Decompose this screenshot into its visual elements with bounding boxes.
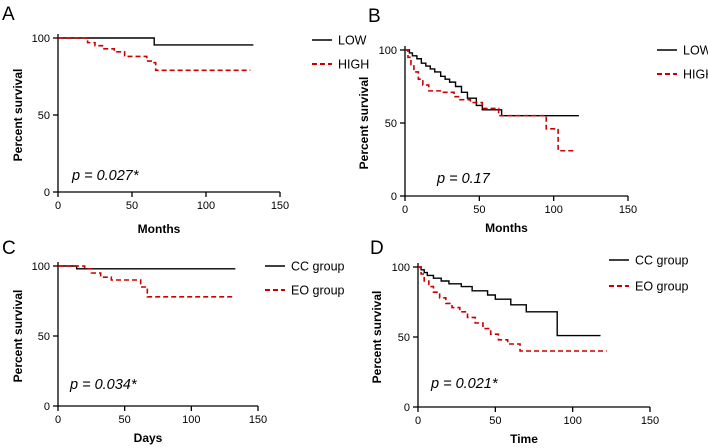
x-tick-label: 150 <box>619 204 637 216</box>
panel-b: B 0 50 100 0 50 100 150 Months Percent survival LO… <box>357 6 708 235</box>
series-line-low <box>405 49 579 117</box>
panel-a: A 0 50 100 0 50 100 150 Months Percent survival LO… <box>2 4 369 236</box>
y-tick-label: 0 <box>404 402 410 414</box>
y-tick-label: 50 <box>398 332 410 344</box>
y-tick-label: 50 <box>38 331 50 343</box>
x-tick-label: 0 <box>55 200 61 212</box>
y-tick-label: 100 <box>32 261 50 273</box>
legend-label: LOW <box>338 34 367 48</box>
y-axis-label: Percent survival <box>11 290 25 383</box>
y-axis-label: Percent survival <box>357 77 371 170</box>
y-axis-label: Percent survival <box>370 291 384 384</box>
series-line-eo-group <box>418 266 607 352</box>
y-tick-label: 100 <box>392 262 410 274</box>
legend-label: EO group <box>291 284 345 298</box>
x-axis-label: Time <box>510 432 538 446</box>
x-tick-label: 100 <box>197 200 215 212</box>
x-tick-label: 0 <box>415 415 421 427</box>
p-value-annotation: p = 0.034* <box>69 377 138 393</box>
y-tick-label: 0 <box>44 187 50 199</box>
x-tick-label: 150 <box>249 414 267 426</box>
panel-letter: D <box>370 238 384 259</box>
panel-c: C 0 50 100 0 50 100 150 Days Percent survival CC g… <box>2 238 345 445</box>
x-tick-label: 50 <box>119 414 131 426</box>
series-line-low <box>58 37 254 46</box>
x-tick-label: 50 <box>473 204 485 216</box>
p-value-annotation: p = 0.17 <box>436 171 491 187</box>
x-tick-label: 100 <box>182 414 200 426</box>
p-value-annotation: p = 0.021* <box>430 376 499 392</box>
x-tick-label: 50 <box>126 200 138 212</box>
x-axis-label: Months <box>485 221 528 235</box>
x-tick-label: 50 <box>489 415 501 427</box>
legend-label: HIGH <box>338 58 369 72</box>
x-tick-label: 150 <box>271 200 289 212</box>
x-tick-label: 100 <box>563 415 581 427</box>
y-axis-label: Percent survival <box>11 69 25 162</box>
y-tick-label: 0 <box>391 191 397 203</box>
legend-label: CC group <box>291 260 345 274</box>
series-line-high <box>58 37 251 72</box>
legend-label: CC group <box>635 254 689 268</box>
x-tick-label: 100 <box>544 204 562 216</box>
panel-letter: A <box>2 4 15 25</box>
y-tick-label: 0 <box>44 401 50 413</box>
series-line-high <box>405 49 576 152</box>
y-tick-label: 50 <box>385 118 397 130</box>
y-tick-label: 100 <box>32 33 50 45</box>
panel-letter: C <box>2 238 16 259</box>
x-axis-label: Months <box>138 222 181 236</box>
panel-letter: B <box>368 6 381 27</box>
x-tick-label: 150 <box>641 415 659 427</box>
legend-label: EO group <box>635 280 689 294</box>
legend-label: HIGH <box>683 68 708 82</box>
x-axis-label: Days <box>134 431 163 445</box>
x-tick-label: 0 <box>55 414 61 426</box>
panel-d: D 0 50 100 0 50 100 150 Time Percent survival CC g… <box>370 238 689 446</box>
x-tick-label: 0 <box>402 204 408 216</box>
series-line-eo-group <box>58 265 234 298</box>
y-tick-label: 100 <box>379 45 397 57</box>
p-value-annotation: p = 0.027* <box>71 168 140 184</box>
y-tick-label: 50 <box>38 110 50 122</box>
legend-label: LOW <box>683 44 708 58</box>
series-line-cc-group <box>418 266 601 337</box>
